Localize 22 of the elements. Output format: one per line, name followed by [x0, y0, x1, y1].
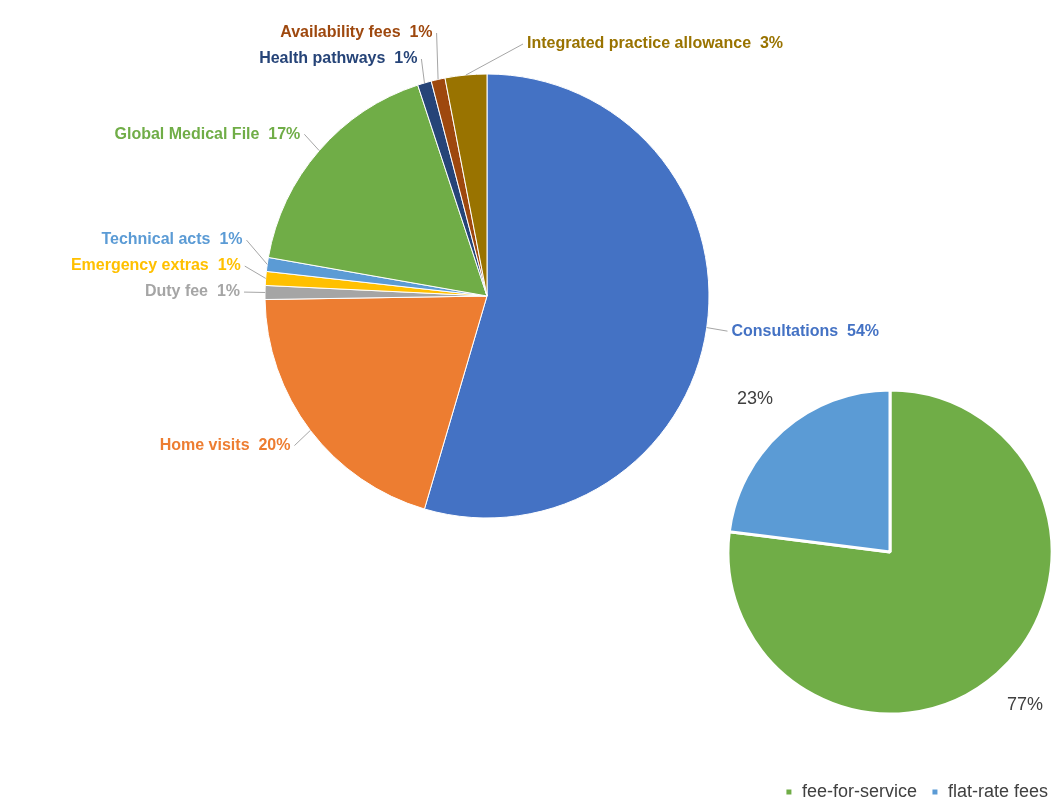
slice-label: Health pathways: [259, 49, 386, 67]
legend-label: flat-rate fees: [947, 780, 1048, 801]
data-label: 17%: [268, 124, 301, 142]
slice-label: Technical acts: [101, 230, 211, 248]
slice-label: Consultations: [731, 321, 839, 339]
slice-label: Home visits: [159, 435, 250, 453]
data-label: 1%: [219, 230, 243, 248]
data-label: 77%: [1006, 693, 1043, 714]
data-label: 1%: [216, 282, 241, 300]
data-label: 23%: [737, 387, 774, 408]
legend-label: fee-for-service: [801, 780, 917, 801]
slice-label: Availability fees: [280, 23, 401, 41]
data-label: 1%: [394, 49, 418, 67]
data-label: 20%: [258, 435, 291, 453]
data-label: 1%: [409, 23, 433, 41]
data-label: 1%: [217, 256, 241, 274]
slice-label: Emergency extras: [70, 256, 209, 274]
slice-label: Duty fee: [144, 282, 209, 300]
slice-label: Global Medical File: [114, 124, 260, 142]
data-label: 3%: [759, 34, 784, 52]
slice-label: Integrated practice allowance: [527, 34, 752, 52]
data-label: 54%: [847, 321, 880, 339]
